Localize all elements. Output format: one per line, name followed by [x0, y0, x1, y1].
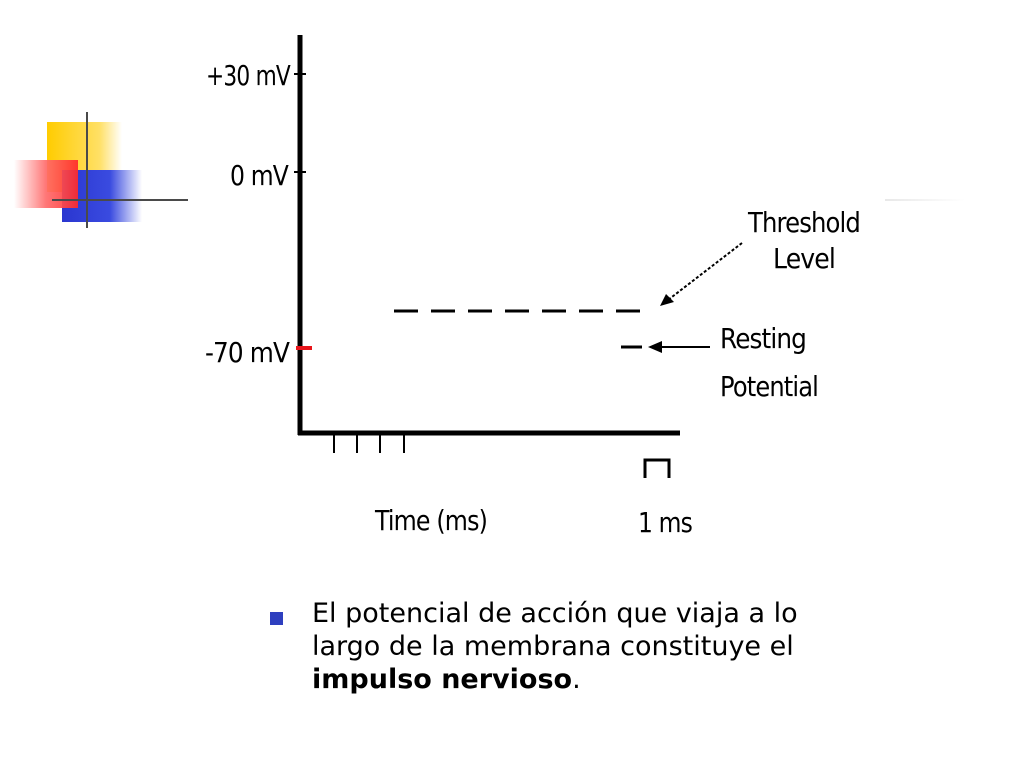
- scale-label: 1 ms: [638, 506, 692, 539]
- y-label-plus30: +30 mV: [206, 59, 291, 92]
- bullet-marker-icon: [270, 612, 283, 625]
- bullet-item: El potencial de acción que viaja a lo la…: [312, 597, 830, 696]
- bullet-bold-text: impulso nervioso: [312, 664, 573, 695]
- threshold-arrow: [667, 242, 743, 301]
- bullet-text-after: .: [572, 664, 581, 695]
- resting-label-line2: Potential: [720, 370, 818, 403]
- resting-label-line1: Resting: [720, 322, 806, 355]
- bullet-text-before: El potencial de acción que viaja a lo la…: [312, 598, 798, 662]
- bullet-list: El potencial de acción que viaja a lo la…: [270, 597, 830, 696]
- threshold-label-line2: Level: [773, 242, 835, 275]
- y-label-zero: 0 mV: [230, 159, 289, 192]
- threshold-arrow-head: [660, 294, 674, 306]
- vertical-rule: [86, 112, 88, 228]
- threshold-label-line1: Threshold: [747, 206, 860, 239]
- x-axis-label: Time (ms): [374, 504, 487, 537]
- scale-bracket: [643, 458, 671, 478]
- faint-right-rule: [885, 199, 965, 201]
- y-label-minus70: -70 mV: [205, 336, 290, 369]
- horizontal-rule: [52, 199, 188, 201]
- resting-arrow-head: [648, 341, 662, 353]
